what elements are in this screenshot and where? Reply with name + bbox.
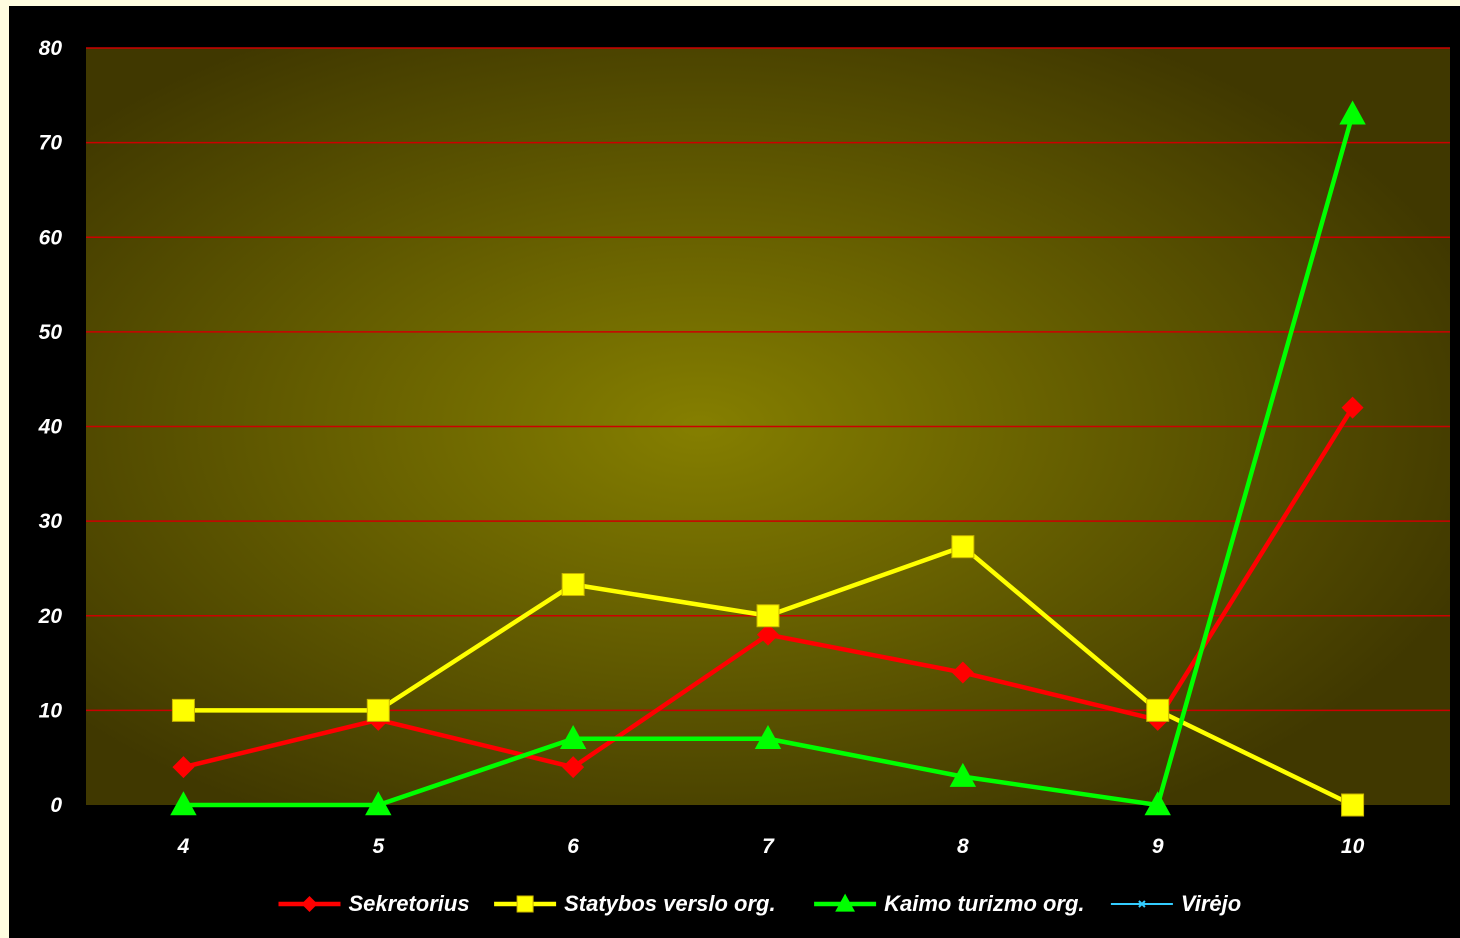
y-tick-label: 40	[38, 416, 63, 439]
y-tick-label: 70	[39, 132, 63, 155]
chart-frame: 0 10 20 30 40 50 60 70 80 4 5 6 7 8 9 10 Sekretorius St…	[9, 6, 1460, 938]
data-point	[835, 893, 855, 912]
y-tick-label: 10	[39, 699, 63, 722]
x-axis-ticks: 4 5 6 7 8 9 10	[177, 835, 1365, 858]
line-chart: 0 10 20 30 40 50 60 70 80 4 5 6 7 8 9 10 Sekretorius St…	[38, 37, 1450, 916]
data-point	[754, 724, 782, 749]
data-point	[1144, 791, 1171, 816]
data-point	[1138, 900, 1146, 908]
legend-label: Kaimo turizmo org.	[884, 891, 1084, 916]
y-tick-label: 0	[50, 794, 62, 817]
data-point	[949, 762, 977, 787]
y-tick-label: 60	[39, 226, 63, 249]
data-point	[757, 623, 779, 646]
series-1	[171, 535, 1365, 817]
legend-item: Sekretorius	[278, 891, 470, 916]
legend-item: Statybos verslo org.	[494, 891, 776, 916]
data-point	[562, 756, 585, 779]
x-tick-label: 7	[762, 835, 775, 858]
data-point	[1146, 698, 1170, 722]
x-tick-label: 4	[177, 835, 190, 858]
legend-label: Statybos verslo org.	[564, 891, 776, 916]
legend-label: Sekretorius	[349, 891, 470, 916]
x-tick-label: 8	[957, 835, 969, 858]
data-point	[1339, 100, 1366, 125]
x-tick-label: 6	[567, 835, 579, 858]
data-point	[951, 535, 975, 559]
data-point	[366, 698, 390, 722]
data-point	[561, 573, 585, 597]
data-point	[1341, 396, 1364, 419]
series-lines	[170, 100, 1366, 817]
legend-item: Virėjo	[1110, 891, 1241, 916]
data-point	[559, 724, 587, 749]
data-point	[301, 896, 318, 912]
y-tick-label: 20	[38, 605, 63, 628]
y-axis-ticks: 0 10 20 30 40 50 60 70 80	[38, 37, 63, 817]
x-tick-label: 5	[372, 835, 384, 858]
data-point	[171, 698, 195, 722]
y-tick-label: 50	[39, 321, 63, 344]
data-point	[951, 661, 974, 684]
data-point	[1341, 793, 1365, 817]
data-point	[170, 791, 197, 816]
x-tick-label: 10	[1341, 835, 1365, 858]
x-tick-label: 9	[1152, 835, 1164, 858]
legend: Sekretorius Statybos verslo org. Kaimo tur…	[278, 891, 1241, 916]
y-tick-label: 30	[39, 510, 63, 533]
data-point	[172, 756, 195, 779]
legend-item: Kaimo turizmo org.	[814, 891, 1085, 916]
data-point	[756, 604, 780, 628]
y-tick-label: 80	[39, 37, 63, 60]
data-point	[516, 895, 534, 913]
data-point	[365, 791, 392, 816]
series-2	[170, 100, 1366, 816]
legend-label: Virėjo	[1181, 891, 1241, 916]
